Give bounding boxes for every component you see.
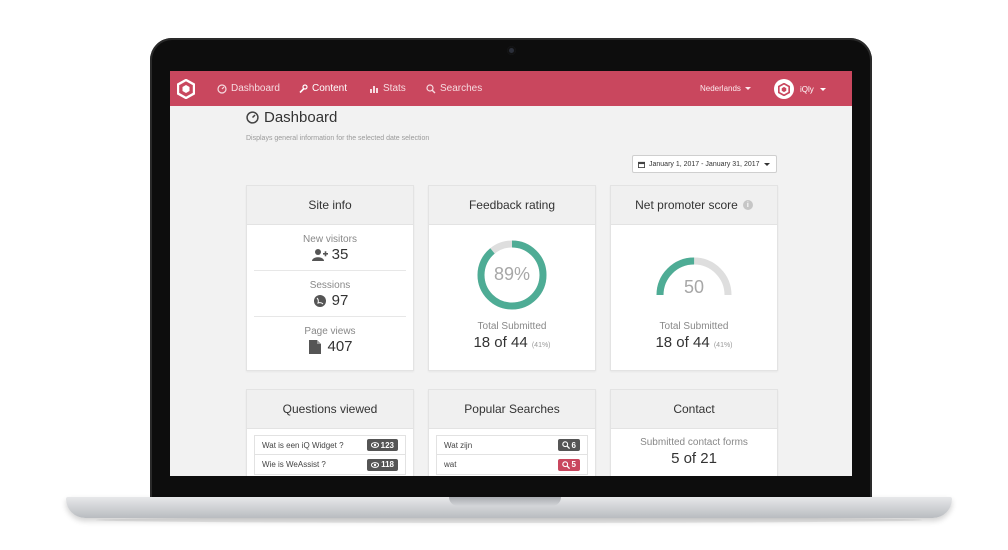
nps-total-pct: (41%) — [713, 342, 733, 349]
search-term: Wat zijn — [444, 440, 473, 450]
wrench-icon — [299, 83, 308, 93]
dashboard-icon — [246, 111, 259, 124]
nps-header: Net promoter score i — [611, 186, 777, 225]
search-count: 6 — [571, 440, 576, 450]
eye-icon — [371, 461, 380, 468]
search-term: wat — [444, 460, 457, 469]
search-icon — [426, 83, 436, 93]
page-title: Dashboard — [246, 109, 337, 126]
sessions-value: 97 — [331, 292, 349, 309]
nps-gauge: 50 — [611, 225, 777, 321]
nav-dashboard-label: Dashboard — [231, 83, 280, 94]
nps-card: Net promoter score i 50 Total Submitted … — [610, 185, 778, 371]
nav-searches-label: Searches — [440, 83, 483, 94]
eye-icon — [370, 442, 379, 448]
nps-total-value: 18 of 44 — [655, 334, 710, 351]
feedback-total-label: Total Submitted — [477, 321, 547, 332]
question-label: Wie is WeAssist ? — [262, 460, 326, 469]
search-count-badge: 5 — [557, 458, 580, 471]
chevron-down-icon — [763, 162, 770, 166]
sessions-label: Sessions — [309, 280, 351, 291]
new-visitors-value: 35 — [331, 246, 349, 263]
contact-card: Contact Submitted contact forms 5 of 21 — [610, 389, 778, 476]
date-range-picker[interactable]: January 1, 2017 - January 31, 2017 — [632, 155, 777, 173]
searches-title: Popular Searches — [429, 390, 595, 429]
user-menu[interactable]: iQly — [774, 79, 826, 99]
nav-content[interactable]: Content — [298, 83, 347, 94]
calendar-icon — [638, 161, 645, 168]
list-item[interactable]: Wie is WeAssist ? 118 — [254, 455, 406, 475]
sessions-stat: Sessions 97 — [254, 271, 406, 317]
app-screen: Dashboard Content Stats Searches Nederla… — [170, 71, 852, 476]
nps-arc-gauge — [656, 257, 732, 296]
avatar — [774, 79, 794, 99]
contact-value: 5 of 21 — [671, 450, 717, 467]
page-title-text: Dashboard — [264, 109, 338, 126]
view-count-badge: 123 — [366, 439, 398, 451]
popular-searches-card: Popular Searches Wat zijn 6 wat 5 — [428, 389, 596, 476]
language-dropdown[interactable]: Nederlands — [700, 84, 751, 93]
list-item[interactable]: Wat zijn 6 — [436, 435, 588, 455]
feedback-total-value: 18 of 44 — [473, 334, 528, 351]
file-icon — [309, 339, 322, 354]
feedback-total: 18 of 44 (41%) — [429, 334, 595, 351]
contact-title: Contact — [611, 390, 777, 429]
feedback-gauge: 89% — [429, 225, 595, 321]
page-views-value: 407 — [327, 338, 353, 355]
nav-dashboard[interactable]: Dashboard — [217, 83, 280, 94]
feedback-percent: 89% — [493, 264, 531, 284]
dashboard-icon — [217, 83, 227, 94]
nps-total-label: Total Submitted — [659, 321, 729, 332]
view-count: 123 — [380, 440, 394, 450]
nps-title: Net promoter score — [635, 198, 738, 212]
search-count: 5 — [571, 460, 576, 469]
new-visitors-label: New visitors — [303, 234, 357, 245]
feedback-donut — [477, 240, 547, 310]
feedback-rating-card: Feedback rating 89% Total Submitted 18 o… — [428, 185, 596, 371]
view-count: 118 — [381, 460, 394, 469]
question-label: Wat is een iQ Widget ? — [262, 440, 344, 450]
contact-label: Submitted contact forms — [640, 437, 748, 448]
page-views-label: Page views — [304, 326, 356, 337]
language-label: Nederlands — [700, 84, 741, 93]
questions-title: Questions viewed — [247, 390, 413, 429]
list-item[interactable]: Wat is een iQ Widget ? 123 — [254, 435, 406, 455]
bar-chart-icon — [370, 85, 378, 93]
nps-value: 50 — [683, 277, 705, 297]
user-name: iQly — [800, 84, 814, 94]
list-item[interactable]: wat 5 — [436, 455, 588, 475]
date-range-label: January 1, 2017 - January 31, 2017 — [649, 160, 760, 168]
nps-total: 18 of 44 (41%) — [611, 334, 777, 351]
feedback-total-pct: (41%) — [531, 342, 551, 349]
nav-searches[interactable]: Searches — [426, 83, 482, 94]
site-info-title: Site info — [247, 186, 413, 225]
search-count-badge: 6 — [557, 439, 580, 451]
nav-stats[interactable]: Stats — [369, 83, 406, 94]
page-views-stat: Page views 407 — [254, 317, 406, 363]
search-icon — [561, 441, 570, 449]
chevron-down-icon — [819, 87, 826, 91]
new-visitors-stat: New visitors 35 — [254, 225, 406, 271]
laptop-base — [66, 497, 952, 518]
search-icon — [561, 460, 570, 469]
nav-content-label: Content — [312, 83, 348, 94]
feedback-title: Feedback rating — [429, 186, 595, 225]
chevron-down-icon — [744, 87, 751, 90]
app-logo-icon[interactable] — [177, 79, 195, 99]
view-count-badge: 118 — [367, 458, 398, 471]
add-user-icon — [311, 248, 328, 261]
top-navbar: Dashboard Content Stats Searches Nederla… — [170, 71, 852, 106]
questions-viewed-card: Questions viewed Wat is een iQ Widget ? … — [246, 389, 414, 476]
laptop-shadow — [96, 517, 922, 523]
user-logo-icon — [778, 82, 790, 96]
globe-icon — [313, 294, 326, 307]
camera — [507, 46, 516, 55]
site-info-card: Site info New visitors 35 Sessions 97 Pa… — [246, 185, 414, 371]
nav-stats-label: Stats — [383, 83, 406, 94]
info-icon[interactable]: i — [742, 200, 753, 210]
page-subtitle: Displays general information for the sel… — [246, 135, 430, 142]
laptop-notch — [449, 497, 561, 506]
